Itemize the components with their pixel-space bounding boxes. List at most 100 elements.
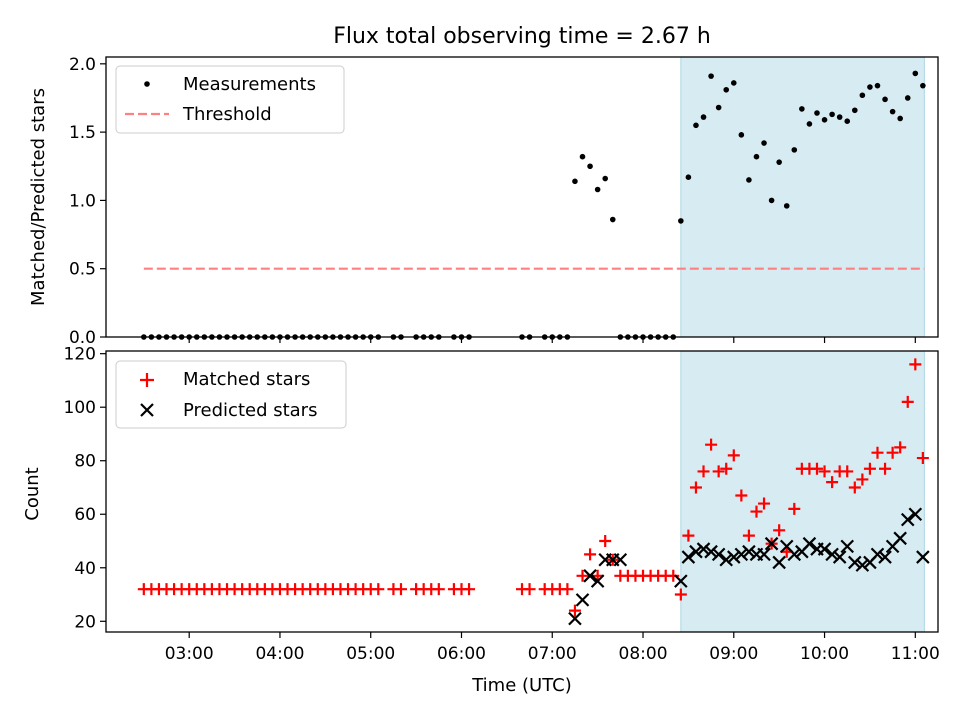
predicted-star-marker (583, 569, 597, 583)
measurement-point (783, 203, 790, 209)
matched-star-marker (886, 446, 899, 459)
measurement-point (594, 186, 601, 193)
predicted-star-marker (742, 544, 756, 559)
matched-star-marker (568, 604, 581, 617)
predicted-star-marker (908, 507, 923, 522)
legend-measurements-label: Measurements (183, 74, 316, 95)
matched-star-marker (712, 465, 725, 478)
top-shaded-region (680, 56, 925, 338)
top-axes-frame (105, 56, 939, 338)
matched-star-marker (727, 449, 740, 462)
matched-star-marker (901, 395, 914, 408)
matched-star-marker (735, 489, 748, 502)
legend-predicted-label: Predicted stars (183, 400, 317, 421)
predicted-star-marker (832, 550, 847, 564)
matched-star-marker (773, 524, 786, 537)
predicted-star-marker (681, 550, 696, 564)
bottom-legend-box (115, 360, 347, 429)
legend-measurements-marker (144, 81, 150, 87)
top-panel: 0.00.51.01.52.0 Matched/Predicted stars … (28, 55, 939, 348)
matched-star-marker (463, 583, 476, 596)
measurement-point (715, 104, 722, 111)
matched-star-marker (750, 505, 763, 518)
bottom-y-tick-label: 80 (74, 452, 96, 472)
measurement-point (708, 73, 714, 79)
legend-threshold-label: Threshold (182, 104, 272, 125)
matched-star-marker (916, 452, 929, 465)
predicted-star-marker (893, 531, 907, 546)
matched-star-marker (689, 481, 702, 494)
predicted-star-marker (590, 574, 605, 588)
matched-star-marker (584, 548, 597, 561)
predicted-star-marker (817, 542, 832, 556)
measurement-point (806, 121, 813, 127)
bottom-y-axis-label: Count (22, 467, 43, 520)
measurement-point (852, 107, 858, 114)
x-tick-label: 05:00 (346, 644, 395, 664)
measurement-point (912, 70, 919, 77)
matched-star-marker (372, 583, 385, 596)
matched-star-marker (871, 446, 884, 459)
matched-star-marker (879, 462, 892, 475)
predicted-star-marker (568, 611, 582, 626)
matched-star-marker (909, 358, 922, 371)
predicted-star-marker (689, 544, 703, 559)
measurement-point (776, 159, 782, 165)
matched-star-marker (841, 465, 854, 478)
measurement-point (685, 174, 692, 180)
measurement-point (723, 86, 730, 93)
matched-star-marker (848, 481, 861, 494)
predicted-star-marker (855, 558, 870, 572)
legend-matched-marker (140, 373, 154, 387)
measurement-point (844, 118, 851, 124)
x-tick-label: 07:00 (528, 644, 577, 664)
top-y-axis-label: Matched/Predicted stars (28, 88, 49, 306)
matched-star-marker (697, 465, 710, 478)
predicted-star-marker (711, 547, 726, 562)
predicted-stars-points (568, 507, 930, 626)
matched-star-marker (856, 473, 869, 486)
bottom-x-ticks: 03:00 04:00 05:00 06:00 07:00 08:00 09:00 10:00… (165, 632, 940, 664)
bottom-y-tick-label: 120 (64, 345, 96, 365)
bottom-shaded-region (680, 350, 925, 633)
measurement-point (799, 106, 805, 112)
x-tick-label: 10:00 (800, 644, 849, 664)
measurement-point (814, 110, 820, 116)
matched-star-marker (810, 462, 823, 475)
predicted-star-marker (825, 547, 839, 562)
top-legend: Measurements Threshold (115, 65, 345, 134)
measurement-point (920, 82, 926, 89)
measurement-point (678, 218, 684, 224)
bottom-legend: Matched stars Predicted stars (115, 360, 347, 429)
predicted-star-marker (757, 547, 771, 562)
predicted-star-marker (787, 547, 802, 562)
measurement-point (746, 177, 752, 183)
measurement-point (821, 117, 828, 123)
measurement-point (700, 114, 707, 120)
predicted-star-marker (870, 547, 885, 562)
measurement-point (859, 92, 866, 99)
measurement-point (874, 82, 881, 89)
measurement-point (587, 163, 593, 170)
measurement-point (882, 96, 888, 103)
bottom-axes-frame (105, 350, 939, 633)
measurement-point (904, 95, 911, 101)
measurement-point (829, 111, 835, 118)
matched-star-marker (599, 535, 612, 548)
matched-star-marker (561, 583, 574, 596)
bottom-y-tick-label: 40 (74, 559, 96, 579)
matched-star-marker (576, 569, 589, 582)
top-y-tick-label: 2.0 (69, 55, 96, 75)
measurement-point (791, 147, 798, 153)
bottom-panel: 20 40 60 80 100 120 03:00 04:00 05:00 06:00 07:00… (22, 345, 940, 696)
predicted-star-marker (900, 512, 915, 527)
measurement-point (602, 175, 608, 182)
predicted-star-marker (719, 552, 733, 567)
matched-star-marker (705, 438, 718, 451)
x-tick-label: 03:00 (165, 644, 214, 664)
measurement-point (572, 178, 578, 185)
measurement-point (867, 84, 873, 90)
predicted-star-marker (704, 544, 718, 559)
predicted-star-marker (727, 550, 741, 564)
